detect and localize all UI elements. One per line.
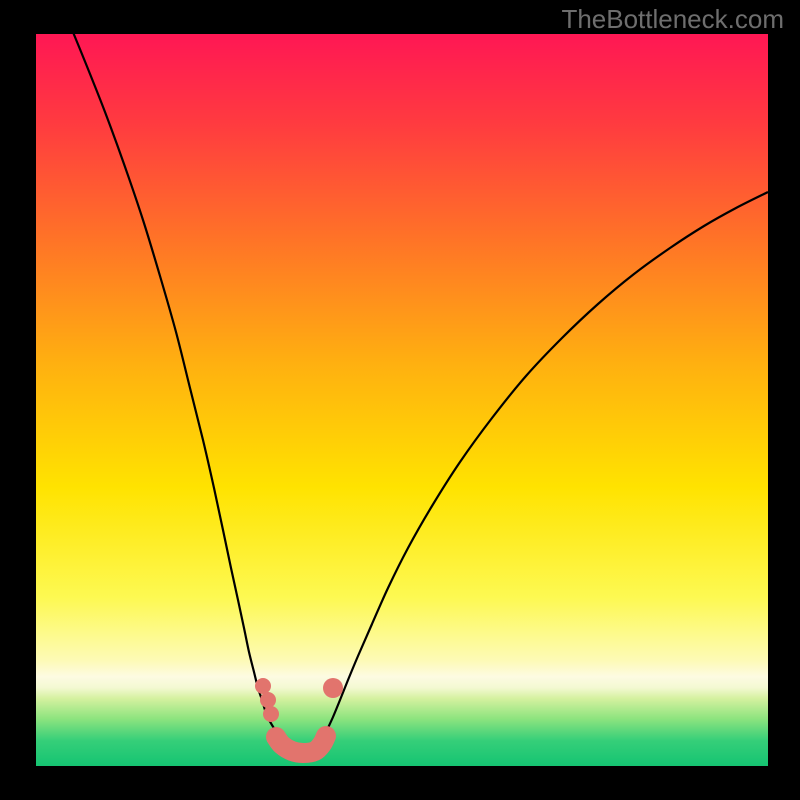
chart-svg [0, 0, 800, 800]
watermark-text: TheBottleneck.com [561, 4, 784, 35]
trough-dot [260, 692, 276, 708]
canvas-root: TheBottleneck.com [0, 0, 800, 800]
trough-dot [323, 678, 343, 698]
trough-dot [263, 706, 279, 722]
plot-area [36, 34, 768, 766]
trough-dot [255, 678, 271, 694]
